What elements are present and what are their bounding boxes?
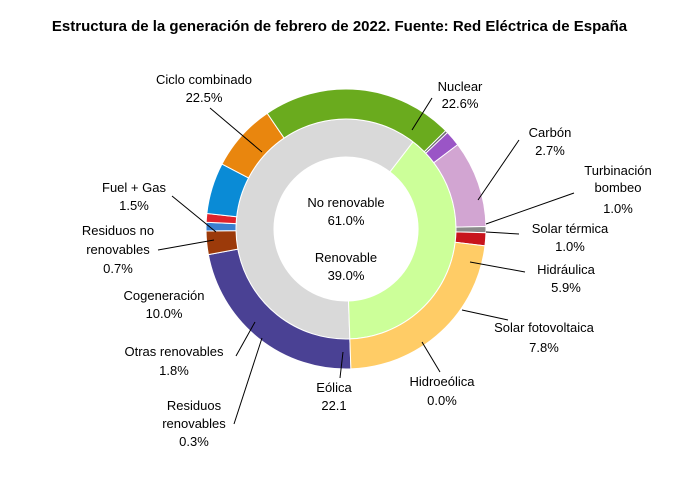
- label-residuos-no-name-2: renovables: [86, 242, 150, 257]
- label-ciclo-value: 22.5%: [186, 90, 223, 105]
- label-residuos-renovables-name-2: renovables: [162, 416, 226, 431]
- label-fotovoltaica-name: Solar fotovoltaica: [494, 320, 594, 335]
- leader-eolica: [339, 351, 344, 379]
- outer-ring: [205, 88, 487, 370]
- label-solar-termica-value: 1.0%: [555, 239, 585, 254]
- outer-slice-ciclo-combinado: [349, 241, 486, 370]
- label-renovable-name: Renovable: [315, 250, 377, 265]
- label-renovable-value: 39.0%: [328, 268, 365, 283]
- label-no-renovable-value: 61.0%: [328, 213, 365, 228]
- label-turbinacion-value: 1.0%: [603, 201, 633, 216]
- label-carbon-value: 2.7%: [535, 143, 565, 158]
- label-nuclear-name: Nuclear: [438, 79, 483, 94]
- leader-fotovoltaica: [461, 309, 509, 321]
- label-residuos-no-value: 0.7%: [103, 261, 133, 276]
- label-ciclo-name: Ciclo combinado: [156, 72, 252, 87]
- leader-hidraulica: [469, 261, 526, 273]
- label-fuel-name: Fuel + Gas: [102, 180, 166, 195]
- label-eolica-value: 22.1: [321, 398, 346, 413]
- label-carbon-name: Carbón: [529, 125, 572, 140]
- label-residuos-renovables-value: 0.3%: [179, 434, 209, 449]
- leader-lines: [157, 97, 575, 425]
- label-cogeneracion-value: 10.0%: [146, 306, 183, 321]
- label-solar-termica-name: Solar térmica: [532, 221, 609, 236]
- label-hidraulica-name: Hidráulica: [537, 262, 596, 277]
- label-fuel-value: 1.5%: [119, 198, 149, 213]
- label-nuclear-value: 22.6%: [442, 96, 479, 111]
- label-cogeneracion-name: Cogeneración: [124, 288, 205, 303]
- label-turbinacion-name-2: bombeo: [595, 180, 642, 195]
- leader-turbinacion: [485, 192, 575, 225]
- leader-solar-termica: [485, 231, 520, 235]
- label-turbinacion-name-1: Turbinación: [584, 163, 651, 178]
- leader-fuel: [171, 195, 217, 233]
- leader-ciclo: [209, 107, 263, 153]
- label-fotovoltaica-value: 7.8%: [529, 340, 559, 355]
- label-otras-value: 1.8%: [159, 363, 189, 378]
- label-residuos-no-name-1: Residuos no: [82, 223, 154, 238]
- label-residuos-renovables-name-1: Residuos: [167, 398, 222, 413]
- inner-ring: [235, 118, 457, 340]
- leader-nuclear: [411, 97, 433, 131]
- leader-carbon: [477, 139, 520, 201]
- leader-otras: [235, 321, 256, 357]
- label-hidroeolica-name: Hidroeólica: [409, 374, 475, 389]
- label-otras-name: Otras renovables: [125, 344, 224, 359]
- leader-residuos-renovables: [233, 337, 263, 425]
- leader-residuos-no: [157, 239, 215, 251]
- label-hidraulica-value: 5.9%: [551, 280, 581, 295]
- chart-title: Estructura de la generación de febrero d…: [51, 18, 628, 35]
- label-eolica-name: Eólica: [316, 380, 352, 395]
- leader-hidroeolica: [421, 341, 441, 373]
- label-hidroeolica-value: 0.0%: [427, 393, 457, 408]
- label-no-renovable-name: No renovable: [307, 195, 384, 210]
